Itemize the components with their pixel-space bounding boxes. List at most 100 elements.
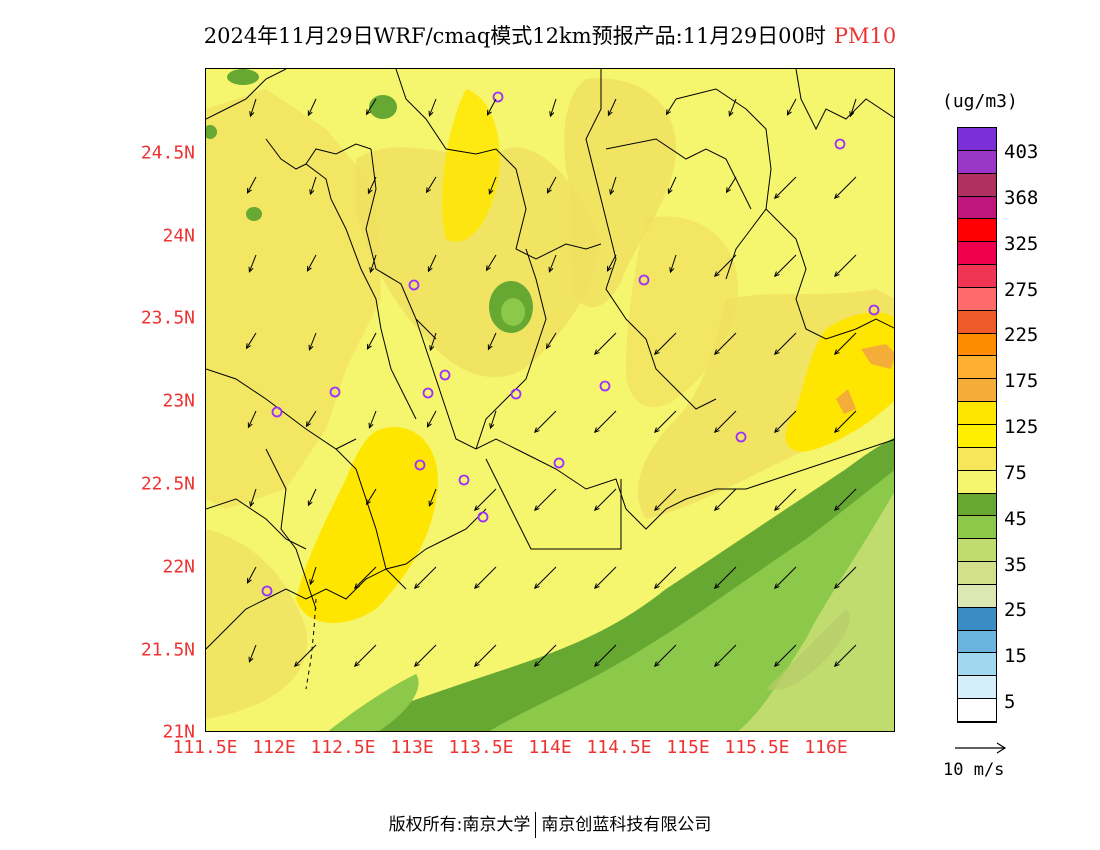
wind-arrow-head <box>533 661 540 668</box>
wind-arrow <box>426 176 437 193</box>
footer-company: 南京创蓝科技有限公司 <box>541 815 712 835</box>
wind-arrow-head <box>248 266 254 273</box>
wind-arrow-head <box>725 187 732 194</box>
wind-arrow-head <box>833 427 840 434</box>
wind-arrow <box>594 644 617 667</box>
wind-vectors <box>245 98 857 668</box>
wind-arrow <box>486 254 497 271</box>
wind-arrow <box>368 410 377 428</box>
wind-arrow <box>726 176 737 193</box>
wind-arrow <box>249 488 257 507</box>
lat-label: 24N <box>162 225 195 247</box>
colorbar-segment <box>958 539 996 563</box>
city-marker <box>735 431 747 443</box>
colorbar-segment <box>958 562 996 585</box>
wind-arrow-head <box>426 421 432 428</box>
wind-arrow <box>247 410 257 428</box>
wind-arrow <box>834 332 857 355</box>
wind-arrow <box>834 644 857 667</box>
wind-arrow-head <box>607 110 613 117</box>
wind-arrow <box>609 176 617 195</box>
wind-arrow-head <box>246 187 252 194</box>
boundary-line <box>765 208 894 340</box>
boundary-line <box>605 138 752 210</box>
wind-arrow-head <box>473 583 480 590</box>
colorbar-segment <box>958 219 996 243</box>
wind-arrow-head <box>486 109 492 116</box>
wind-arrow <box>774 644 797 667</box>
wind-arrow <box>414 644 437 667</box>
wind-arrow <box>474 566 497 589</box>
shading-green-dark <box>246 207 262 221</box>
wind-arrow-head <box>413 583 420 590</box>
wind-arrow-head <box>593 505 600 512</box>
wind-arrow <box>308 332 317 350</box>
boundary-line <box>206 69 287 120</box>
lat-label: 24.5N <box>140 142 195 164</box>
wind-arrow-head <box>833 271 840 278</box>
shading-light-green <box>766 609 850 690</box>
wind-arrow <box>654 488 677 511</box>
wind-arrow <box>774 488 797 511</box>
wind-arrow <box>728 98 737 116</box>
wind-arrow-head <box>773 583 780 590</box>
lon-label: 113.5E <box>448 737 514 758</box>
wind-arrow-head <box>369 267 375 274</box>
wind-arrow <box>366 98 377 115</box>
wind-arrow-head <box>833 661 840 668</box>
wind-arrow-head <box>653 505 660 512</box>
wind-arrow-head <box>606 265 612 272</box>
lon-label: 115E <box>666 737 710 758</box>
wind-arrow-head <box>249 501 255 508</box>
wind-arrow-head <box>713 427 720 434</box>
wind-arrow-head <box>593 661 600 668</box>
wind-arrow-head <box>549 111 555 118</box>
wind-reference-arrow <box>955 742 1007 754</box>
wind-arrow-head <box>833 349 840 356</box>
colorbar-segment <box>958 699 996 722</box>
wind-arrow-head <box>353 583 360 590</box>
wind-arrow <box>487 332 497 350</box>
shading-green-dark <box>206 125 217 139</box>
wind-arrow <box>654 410 677 433</box>
wind-arrow-head <box>773 271 780 278</box>
colorbar-segment <box>958 242 996 266</box>
wind-arrow <box>654 644 677 667</box>
wind-arrow <box>427 254 437 272</box>
shading-green <box>328 674 419 731</box>
wind-arrow <box>714 410 737 433</box>
wind-arrow <box>594 488 617 511</box>
wind-arrow-head <box>413 661 420 668</box>
wind-arrow-head <box>665 109 672 116</box>
wind-arrow-head <box>667 188 673 195</box>
wind-arrow <box>534 566 557 589</box>
city-marker <box>414 459 426 471</box>
colorbar-segment <box>958 333 996 357</box>
wind-arrow-head <box>713 349 720 356</box>
wind-arrow-head <box>593 349 600 356</box>
lon-label: 111.5E <box>172 737 238 758</box>
wind-arrow-head <box>653 349 660 356</box>
wind-arrow-head <box>366 343 372 350</box>
wind-arrow <box>834 410 857 433</box>
shading-band <box>206 529 308 719</box>
wind-arrow <box>367 332 377 350</box>
shading-green <box>501 298 525 326</box>
colorbar-label: 225 <box>1004 324 1039 346</box>
wind-arrow <box>607 98 617 116</box>
wind-arrow-head <box>786 109 792 116</box>
colorbar-label: 325 <box>1004 233 1039 255</box>
wind-arrow-head <box>489 423 495 430</box>
wind-arrow <box>607 254 617 272</box>
colorbar-segment <box>958 356 996 380</box>
wind-arrow <box>594 332 617 355</box>
wind-arrow <box>414 566 437 589</box>
colorbar-label: 368 <box>1004 187 1039 209</box>
colorbar-segment <box>958 128 996 151</box>
wind-arrow <box>474 644 497 667</box>
wind-arrow-head <box>546 187 552 194</box>
wind-arrow <box>714 644 737 667</box>
boundary-line <box>265 138 417 420</box>
colorbar-label: 175 <box>1004 370 1039 392</box>
wind-arrow-head <box>245 343 252 350</box>
